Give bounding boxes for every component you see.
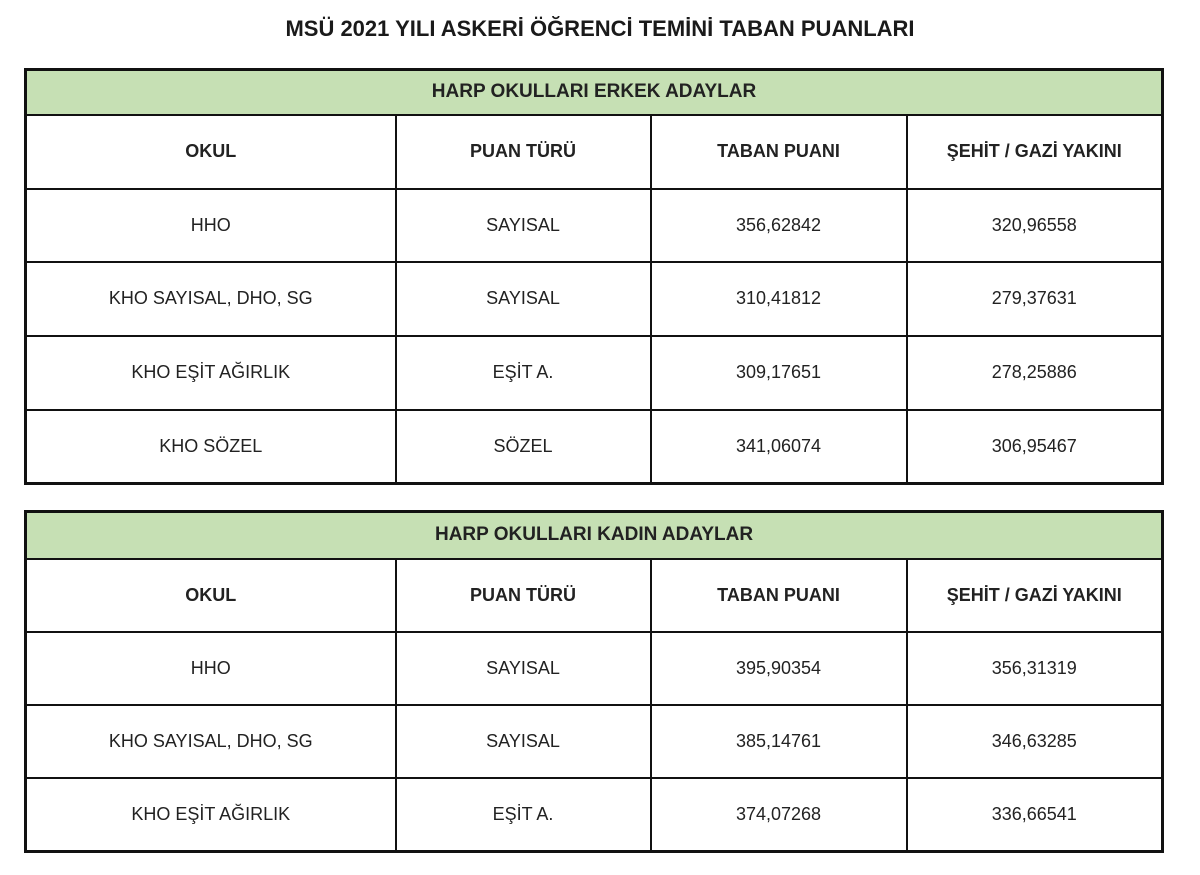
cell-sehit-gazi: 356,31319 (905, 630, 1164, 706)
cell-sehit-gazi: 336,66541 (905, 776, 1164, 853)
table-erkek-adaylar: HARP OKULLARI ERKEK ADAYLAR OKUL PUAN TÜ… (24, 68, 1164, 485)
cell-sehit-gazi: 278,25886 (905, 334, 1164, 411)
cell-taban-puani: 385,14761 (649, 703, 908, 779)
cell-puan-turu: SAYISAL (394, 260, 652, 337)
cell-taban-puani: 356,62842 (649, 187, 908, 263)
cell-puan-turu: SÖZEL (394, 408, 652, 485)
table-row: KHO EŞİT AĞIRLIK EŞİT A. 309,17651 278,2… (24, 334, 1164, 411)
cell-puan-turu: SAYISAL (394, 187, 652, 263)
column-header-okul: OKUL (24, 557, 397, 633)
cell-okul: KHO SAYISAL, DHO, SG (24, 703, 397, 779)
cell-sehit-gazi: 320,96558 (905, 187, 1164, 263)
table-row: KHO SÖZEL SÖZEL 341,06074 306,95467 (24, 408, 1164, 485)
cell-sehit-gazi: 346,63285 (905, 703, 1164, 779)
column-header-sehit-gazi: ŞEHİT / GAZİ YAKINI (905, 113, 1164, 190)
column-header-taban-puani: TABAN PUANI (649, 113, 908, 190)
cell-puan-turu: EŞİT A. (394, 776, 652, 853)
cell-sehit-gazi: 306,95467 (905, 408, 1164, 485)
cell-okul: KHO EŞİT AĞIRLIK (24, 334, 397, 411)
column-header-puan-turu: PUAN TÜRÜ (394, 557, 652, 633)
cell-okul: KHO SAYISAL, DHO, SG (24, 260, 397, 337)
table-row: HHO SAYISAL 356,62842 320,96558 (24, 187, 1164, 263)
cell-sehit-gazi: 279,37631 (905, 260, 1164, 337)
column-header-sehit-gazi: ŞEHİT / GAZİ YAKINI (905, 557, 1164, 633)
cell-okul: HHO (24, 187, 397, 263)
table-row: KHO SAYISAL, DHO, SG SAYISAL 385,14761 3… (24, 703, 1164, 779)
column-header-okul: OKUL (24, 113, 397, 190)
table-row: KHO EŞİT AĞIRLIK EŞİT A. 374,07268 336,6… (24, 776, 1164, 853)
cell-taban-puani: 341,06074 (649, 408, 908, 485)
cell-puan-turu: EŞİT A. (394, 334, 652, 411)
table-kadin-adaylar: HARP OKULLARI KADIN ADAYLAR OKUL PUAN TÜ… (24, 510, 1165, 853)
cell-okul: KHO EŞİT AĞIRLIK (24, 776, 397, 853)
table-row: KHO SAYISAL, DHO, SG SAYISAL 310,41812 2… (24, 260, 1164, 337)
cell-taban-puani: 374,07268 (649, 776, 908, 853)
cell-puan-turu: SAYISAL (394, 703, 652, 779)
cell-okul: KHO SÖZEL (24, 408, 397, 485)
header-row: OKUL PUAN TÜRÜ TABAN PUANI ŞEHİT / GAZİ … (24, 557, 1164, 633)
cell-taban-puani: 310,41812 (649, 260, 908, 337)
column-header-puan-turu: PUAN TÜRÜ (394, 113, 652, 190)
column-header-taban-puani: TABAN PUANI (649, 557, 908, 633)
page-title: MSÜ 2021 YILI ASKERİ ÖĞRENCİ TEMİNİ TABA… (285, 16, 915, 41)
cell-okul: HHO (24, 630, 397, 706)
header-row: OKUL PUAN TÜRÜ TABAN PUANI ŞEHİT / GAZİ … (24, 113, 1164, 190)
cell-taban-puani: 395,90354 (649, 630, 908, 706)
cell-taban-puani: 309,17651 (649, 334, 908, 411)
cell-puan-turu: SAYISAL (394, 630, 652, 706)
table-caption: HARP OKULLARI KADIN ADAYLAR (24, 510, 1164, 560)
table-caption: HARP OKULLARI ERKEK ADAYLAR (24, 68, 1164, 116)
table-row: HHO SAYISAL 395,90354 356,31319 (24, 630, 1164, 706)
